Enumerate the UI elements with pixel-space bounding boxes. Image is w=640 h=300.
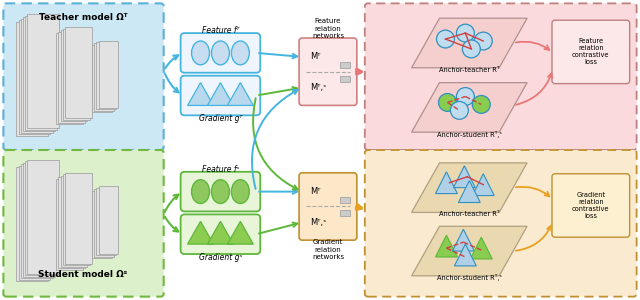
Bar — [20, 19, 52, 133]
Bar — [28, 160, 59, 274]
Text: Mᵀ: Mᵀ — [310, 52, 321, 62]
Polygon shape — [412, 82, 527, 132]
Polygon shape — [435, 172, 458, 194]
Text: Mᵀ: Mᵀ — [310, 187, 321, 196]
Text: Gradient gˢ: Gradient gˢ — [199, 253, 242, 262]
Text: Gradient gᵀ: Gradient gᵀ — [199, 114, 242, 123]
Text: Gradient
relation
contrastive
loss: Gradient relation contrastive loss — [572, 192, 609, 219]
Polygon shape — [188, 82, 214, 105]
FancyBboxPatch shape — [299, 38, 357, 105]
Bar — [94, 189, 114, 256]
Bar — [25, 161, 57, 275]
Polygon shape — [188, 221, 214, 244]
Text: Teacher model Ωᵀ: Teacher model Ωᵀ — [39, 13, 127, 22]
Bar — [97, 42, 116, 110]
Ellipse shape — [191, 180, 209, 203]
Bar — [340, 62, 350, 68]
Ellipse shape — [211, 180, 229, 203]
Text: Mᵀ,ˢ: Mᵀ,ˢ — [310, 83, 326, 92]
Circle shape — [436, 30, 454, 48]
Text: Mᵀ,ˢ: Mᵀ,ˢ — [310, 218, 326, 227]
FancyBboxPatch shape — [365, 3, 637, 150]
Bar — [56, 33, 83, 124]
Bar — [340, 210, 350, 216]
Bar — [56, 179, 83, 270]
FancyBboxPatch shape — [299, 173, 357, 240]
Text: Anchor-teacher Rᵀ: Anchor-teacher Rᵀ — [439, 67, 500, 73]
Bar — [94, 44, 114, 111]
Text: Anchor-student Rᵀ,ˢ: Anchor-student Rᵀ,ˢ — [437, 131, 502, 138]
Circle shape — [438, 94, 456, 111]
Bar — [19, 20, 51, 134]
Text: Anchor-student Rᵀ,ˢ: Anchor-student Rᵀ,ˢ — [437, 274, 502, 281]
Bar — [65, 173, 92, 264]
Polygon shape — [227, 221, 253, 244]
FancyBboxPatch shape — [3, 3, 164, 150]
Bar — [25, 16, 57, 130]
FancyBboxPatch shape — [180, 214, 260, 254]
FancyBboxPatch shape — [180, 33, 260, 73]
Polygon shape — [453, 166, 476, 188]
Circle shape — [456, 88, 474, 105]
Bar — [58, 177, 85, 268]
Bar — [23, 163, 55, 277]
Polygon shape — [412, 18, 527, 68]
Circle shape — [462, 40, 480, 58]
Ellipse shape — [232, 41, 250, 65]
Polygon shape — [458, 181, 480, 202]
FancyBboxPatch shape — [180, 76, 260, 115]
Bar — [19, 166, 51, 280]
FancyBboxPatch shape — [180, 172, 260, 211]
Bar — [99, 40, 118, 108]
FancyBboxPatch shape — [3, 150, 164, 297]
Ellipse shape — [232, 180, 250, 203]
FancyBboxPatch shape — [552, 20, 630, 84]
Circle shape — [472, 95, 490, 113]
Bar — [28, 14, 59, 128]
Text: Feature
relation
networks: Feature relation networks — [312, 18, 344, 39]
Polygon shape — [454, 244, 476, 266]
Bar — [17, 167, 48, 281]
Bar — [61, 176, 88, 267]
Text: Student model Ωˢ: Student model Ωˢ — [38, 270, 127, 279]
Bar — [17, 22, 48, 136]
Polygon shape — [472, 174, 494, 196]
Circle shape — [456, 24, 474, 42]
Ellipse shape — [211, 41, 229, 65]
Text: Feature
relation
contrastive
loss: Feature relation contrastive loss — [572, 38, 609, 65]
Bar — [63, 28, 90, 120]
Bar — [340, 76, 350, 82]
Text: Anchor-teacher Rᵀ: Anchor-teacher Rᵀ — [439, 212, 500, 218]
Bar — [340, 196, 350, 202]
Text: Feature fˢ: Feature fˢ — [202, 165, 239, 174]
Circle shape — [451, 101, 468, 119]
Polygon shape — [412, 163, 527, 212]
Ellipse shape — [191, 41, 209, 65]
FancyBboxPatch shape — [365, 150, 637, 297]
Text: Gradient
relation
networks: Gradient relation networks — [312, 239, 344, 260]
Polygon shape — [207, 221, 234, 244]
Bar — [92, 190, 112, 258]
Polygon shape — [227, 82, 253, 105]
Bar — [23, 17, 55, 131]
Text: Feature fᵀ: Feature fᵀ — [202, 26, 239, 35]
Polygon shape — [435, 235, 458, 257]
Polygon shape — [412, 226, 527, 276]
Bar — [61, 30, 88, 121]
Polygon shape — [470, 237, 492, 259]
Bar — [92, 45, 112, 112]
Bar — [20, 164, 52, 278]
Bar — [97, 188, 116, 255]
Bar — [99, 186, 118, 254]
Circle shape — [474, 32, 492, 50]
FancyBboxPatch shape — [552, 174, 630, 237]
Polygon shape — [207, 82, 234, 105]
Bar — [63, 174, 90, 266]
Bar — [58, 32, 85, 123]
Polygon shape — [452, 229, 474, 251]
Bar — [65, 27, 92, 118]
